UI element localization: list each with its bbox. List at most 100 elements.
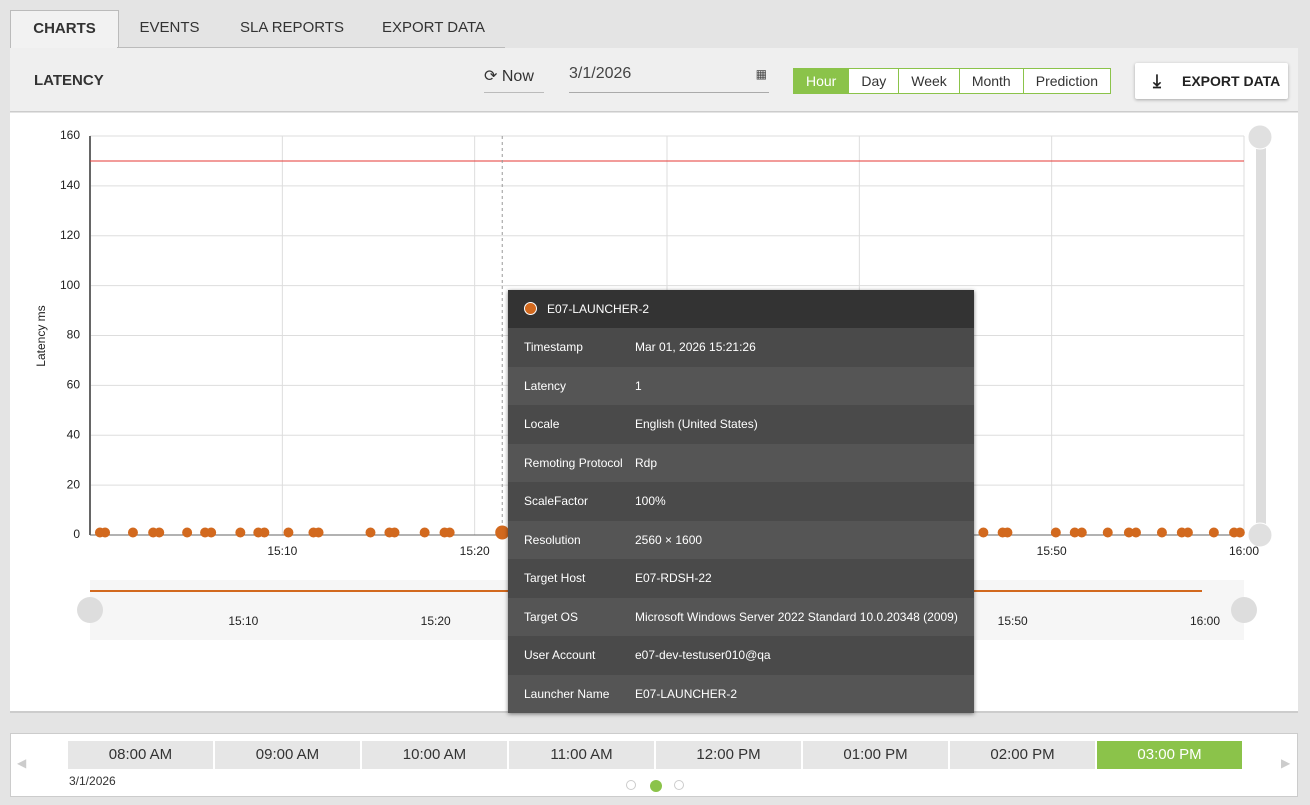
tooltip-key: Locale	[524, 417, 560, 431]
point	[419, 527, 430, 538]
tooltip: E07-LAUNCHER-2 Timestamp Mar 01, 2026 15:…	[508, 290, 974, 713]
point	[206, 527, 217, 538]
point	[182, 527, 193, 538]
tooltip-row: Target Host E07-RDSH-22	[508, 559, 974, 598]
download-icon: ⤓	[1153, 71, 1161, 91]
timeline-next[interactable]: ▶	[1281, 756, 1291, 770]
point	[978, 527, 989, 538]
y-axis-label: Latency ms	[34, 305, 48, 366]
point	[1234, 527, 1245, 538]
point	[154, 527, 165, 538]
navigator-tick-label: 15:10	[228, 614, 258, 628]
x-tick-label: 15:50	[1037, 544, 1067, 558]
tooltip-row: Timestamp Mar 01, 2026 15:21:26	[508, 328, 974, 367]
tooltip-row: Launcher Name E07-LAUNCHER-2	[508, 674, 974, 713]
point	[1002, 527, 1013, 538]
point	[495, 525, 510, 540]
refresh-icon: ⟳	[484, 68, 498, 85]
page-dot[interactable]	[626, 780, 636, 790]
scrollbar-track	[1256, 136, 1266, 536]
y-tick-label: 20	[67, 477, 81, 491]
point	[259, 527, 270, 538]
tooltip-key: Resolution	[524, 532, 581, 547]
range-button[interactable]: Month	[958, 69, 1023, 93]
tooltip-row: Target OS Microsoft Windows Server 2022 S…	[508, 597, 974, 636]
range-button[interactable]: Hour	[794, 69, 849, 93]
tooltip-row: User Account e07-dev-testuser010@qa	[508, 636, 974, 675]
point	[1208, 527, 1219, 538]
tooltip-key: Timestamp	[524, 340, 583, 354]
y-tick-label: 140	[60, 178, 80, 192]
time-button[interactable]: 01:00 PM	[803, 741, 948, 769]
point	[127, 527, 138, 538]
navigator-handle[interactable]	[77, 597, 103, 623]
point	[235, 527, 246, 538]
tooltip-value: Microsoft Windows Server 2022 Standard 1…	[635, 609, 958, 624]
date-input[interactable]: 3/1/2026 ▦	[569, 62, 769, 93]
point	[1076, 527, 1087, 538]
time-button[interactable]: 02:00 PM	[950, 741, 1095, 769]
x-tick-label: 15:20	[460, 544, 490, 558]
tab[interactable]: EXPORT DATA	[381, 19, 486, 36]
tooltip-row: Resolution 2560 × 1600	[508, 520, 974, 559]
tooltip-key: ScaleFactor	[524, 494, 589, 508]
toolbar: LATENCY ⟳ Now 3/1/2026 ▦ Hour Day Week Mont…	[10, 48, 1298, 112]
range-group: Hour Day Week Month Prediction	[793, 68, 1111, 94]
navigator-tick-label: 15:50	[998, 614, 1028, 628]
tooltip-row: Locale English (United States)	[508, 405, 974, 444]
tab[interactable]: SLA REPORTS	[240, 19, 344, 36]
page-dot[interactable]	[650, 780, 662, 792]
scroll-handle[interactable]	[1247, 522, 1273, 548]
date-value: 3/1/2026	[569, 65, 632, 82]
time-button[interactable]: 08:00 AM	[68, 741, 213, 769]
point	[1050, 527, 1061, 538]
tooltip-value: 2560 × 1600	[635, 532, 703, 547]
time-button[interactable]: 03:00 PM	[1097, 741, 1242, 769]
tab-underline	[117, 47, 505, 48]
timeline-prev[interactable]: ◀	[17, 756, 27, 770]
tooltip-value: Mar 01, 2026 15:21:26	[635, 340, 756, 354]
point	[1182, 527, 1193, 538]
range-button[interactable]: Week	[898, 69, 959, 93]
navigator-tick-label: 15:20	[421, 614, 451, 628]
time-button[interactable]: 12:00 PM	[656, 741, 801, 769]
time-button[interactable]: 10:00 AM	[362, 741, 507, 769]
export-label: EXPORT DATA	[1182, 73, 1281, 89]
page-dot[interactable]	[674, 780, 684, 790]
tooltip-key: Target OS	[524, 609, 579, 624]
point	[1123, 527, 1134, 538]
point	[1156, 527, 1167, 538]
y-tick-label: 60	[67, 378, 81, 392]
tooltip-value: 100%	[635, 494, 666, 508]
tooltip-key: User Account	[524, 648, 596, 662]
tooltip-key: Target Host	[524, 571, 586, 585]
tooltip-value: E07-LAUNCHER-2	[635, 686, 738, 701]
point	[1130, 527, 1141, 538]
export-button[interactable]: ⤓ EXPORT DATA	[1135, 63, 1288, 99]
timeline-date: 3/1/2026	[69, 774, 116, 788]
tab[interactable]: CHARTS	[10, 10, 119, 49]
tooltip-key: Latency	[524, 378, 567, 393]
series-dot	[524, 302, 537, 315]
range-button[interactable]: Prediction	[1022, 69, 1110, 93]
x-tick-label: 15:10	[267, 544, 297, 558]
tooltip-row: ScaleFactor 100%	[508, 482, 974, 521]
tooltip-value: E07-RDSH-22	[635, 571, 712, 585]
range-button[interactable]: Day	[848, 69, 899, 93]
tooltip-key: Remoting Protocol	[524, 455, 623, 470]
x-tick-label: 16:00	[1229, 544, 1259, 558]
tooltip-value: English (United States)	[635, 417, 758, 431]
tooltip-row: Remoting Protocol Rdp	[508, 443, 974, 482]
tab[interactable]: EVENTS	[139, 19, 200, 36]
time-button[interactable]: 09:00 AM	[215, 741, 360, 769]
y-tick-label: 0	[73, 527, 80, 541]
point	[389, 527, 400, 538]
time-button[interactable]: 11:00 AM	[509, 741, 654, 769]
tooltip-header: E07-LAUNCHER-2	[508, 290, 974, 328]
navigator-handle[interactable]	[1231, 597, 1257, 623]
panel-title: LATENCY	[34, 72, 104, 89]
now-button[interactable]: ⟳ Now	[484, 64, 544, 93]
scroll-handle[interactable]	[1247, 124, 1273, 150]
